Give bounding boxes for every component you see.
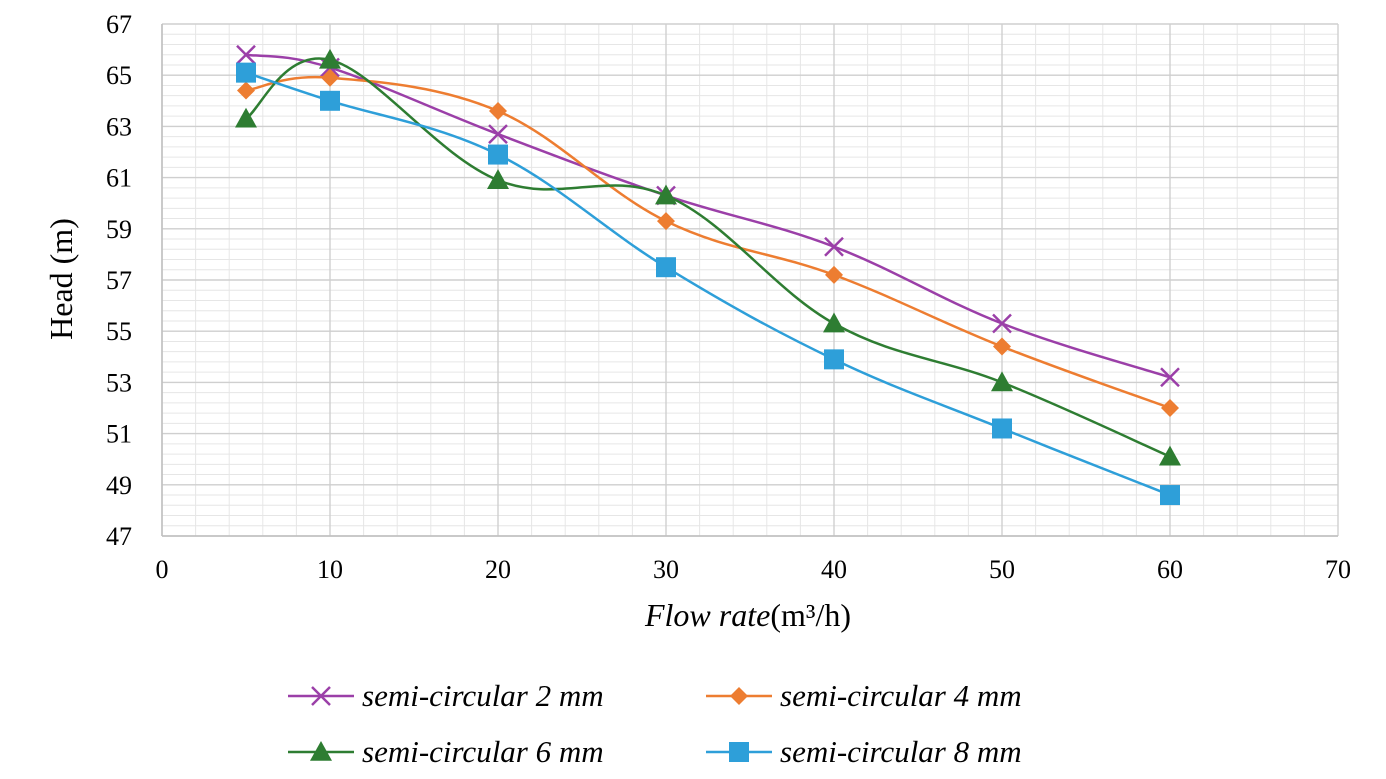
data-point <box>235 107 257 128</box>
x-axis-title-units: (m³/h) <box>770 597 851 633</box>
data-point <box>657 212 675 231</box>
data-point <box>236 44 256 65</box>
y-tick-label: 67 <box>106 10 132 39</box>
legend-label: semi-circular 6 mm <box>362 734 604 769</box>
data-point <box>1161 399 1179 417</box>
y-tick-label: 63 <box>106 112 132 141</box>
x-tick-label: 60 <box>1157 555 1183 584</box>
legend-item: semi-circular 2 mm <box>288 678 604 713</box>
y-tick-label: 49 <box>106 471 132 500</box>
data-point <box>489 102 507 121</box>
data-point <box>1160 367 1180 388</box>
x-tick-label: 20 <box>485 555 511 584</box>
y-tick-label: 65 <box>106 61 132 90</box>
y-axis-title: Head (m) <box>43 218 79 340</box>
series-layer <box>235 44 1181 506</box>
data-point <box>488 124 508 144</box>
series-2 <box>237 68 1179 417</box>
legend-marker <box>310 741 332 761</box>
data-point <box>656 257 676 278</box>
x-tick-label: 40 <box>821 555 847 584</box>
axes: 0 10 20 30 40 50 60 70 47 49 51 53 55 57 59 61 63 65 67 <box>106 10 1351 584</box>
series-4 <box>236 62 1180 506</box>
x-tick-label: 10 <box>317 555 343 584</box>
x-tick-label: 30 <box>653 555 679 584</box>
data-point <box>824 236 844 257</box>
legend-label: semi-circular 8 mm <box>780 734 1022 769</box>
x-tick-label: 0 <box>156 555 169 584</box>
y-tick-label: 53 <box>106 368 132 397</box>
data-point <box>825 265 843 284</box>
data-point <box>487 169 509 189</box>
x-tick-label: 70 <box>1325 555 1351 584</box>
y-tick-label: 61 <box>106 164 132 193</box>
data-point <box>321 68 339 87</box>
data-point <box>320 90 340 111</box>
data-point <box>992 313 1012 334</box>
data-point <box>992 418 1012 439</box>
data-point <box>824 349 844 370</box>
legend-marker <box>729 742 749 762</box>
x-axis-title: Flow rate(m³/h) <box>644 597 851 633</box>
legend-item: semi-circular 8 mm <box>706 734 1022 769</box>
y-tick-label: 59 <box>106 215 132 244</box>
data-point <box>823 312 845 333</box>
data-point <box>319 48 341 69</box>
series-3 <box>235 48 1181 466</box>
x-tick-label: 50 <box>989 555 1015 584</box>
y-tick-label: 47 <box>106 522 132 551</box>
data-point <box>993 337 1011 356</box>
y-tick-label: 51 <box>106 420 132 449</box>
data-point <box>1160 485 1180 506</box>
data-point <box>237 81 255 100</box>
data-point <box>236 62 256 83</box>
legend-marker <box>730 687 748 705</box>
legend-item: semi-circular 4 mm <box>706 678 1022 713</box>
data-point <box>488 144 508 165</box>
y-tick-label: 57 <box>106 266 132 295</box>
legend-item: semi-circular 6 mm <box>288 734 604 769</box>
legend-label: semi-circular 2 mm <box>362 678 604 713</box>
data-point <box>1159 445 1181 466</box>
legend: semi-circular 2 mm semi-circular 4 mm semi… <box>288 678 1022 769</box>
x-axis-title-quantity: Flow rate <box>644 597 770 633</box>
data-point <box>991 371 1013 392</box>
data-point <box>655 184 677 205</box>
legend-label: semi-circular 4 mm <box>780 678 1022 713</box>
y-tick-label: 55 <box>106 317 132 346</box>
legend-marker <box>311 686 331 706</box>
